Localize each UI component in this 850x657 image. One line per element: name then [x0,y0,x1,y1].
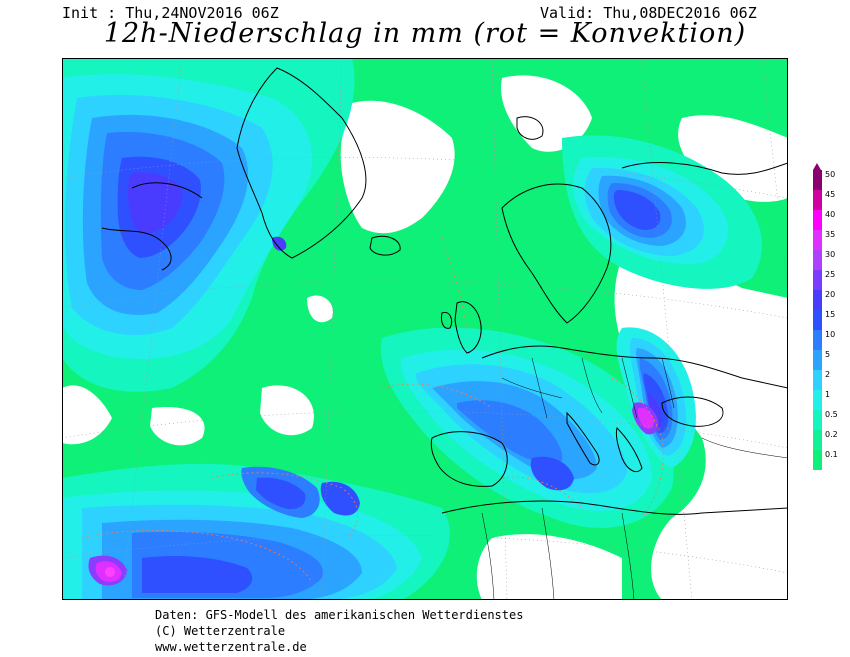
precip-10 [117,156,669,593]
legend-swatch [813,330,822,350]
legend-swatch [813,250,822,270]
legend-swatch [813,350,822,370]
footer-data-source: Daten: GFS-Modell des amerikanischen Wet… [155,608,524,622]
precip-15 [128,172,662,429]
legend-label: 50 [825,170,836,179]
legend-cap [813,163,821,170]
coastlines [101,67,788,515]
legend-label: 30 [825,250,836,259]
legend-swatch [813,210,822,230]
legend-swatch [813,410,822,430]
init-time: Init : Thu,24NOV2016 06Z [62,4,279,22]
legend-swatch [813,430,822,450]
legend-label: 5 [825,350,831,359]
precip-40 [105,567,115,577]
legend-label: 0.2 [825,430,838,439]
footer-url: www.wetterzentrale.de [155,640,307,654]
legend-label: 0.1 [825,450,838,459]
legend-swatch [813,290,822,310]
legend-label: 45 [825,190,836,199]
legend-label: 35 [825,230,836,239]
map-frame [62,58,788,600]
legend-swatch [813,170,822,190]
legend-label: 10 [825,330,836,339]
borders [481,357,788,600]
legend-swatch [813,370,822,390]
legend-label: 2 [825,370,831,379]
map-title: 12h-Niederschlag in mm (rot = Konvektion… [103,18,747,49]
graticule [62,58,788,600]
precipitation-legend: 50 45 40 35 30 25 20 15 10 5 2 1 0.5 0.2 0.1 [813,163,850,470]
precipitation-map [62,58,788,600]
legend-swatch [813,270,822,290]
legend-swatch [813,190,822,210]
legend-swatch [813,450,822,470]
legend-label: 1 [825,390,831,399]
legend-label: 40 [825,210,836,219]
legend-label: 0.5 [825,410,838,419]
valid-time: Valid: Thu,08DEC2016 06Z [540,4,757,22]
legend-swatch [813,390,822,410]
legend-label: 25 [825,270,836,279]
legend-swatch [813,230,822,250]
legend-label: 15 [825,310,836,319]
dry-areas [62,75,788,600]
legend-label: 20 [825,290,836,299]
footer-copyright: (C) Wetterzentrale [155,624,286,638]
legend-swatch [813,310,822,330]
